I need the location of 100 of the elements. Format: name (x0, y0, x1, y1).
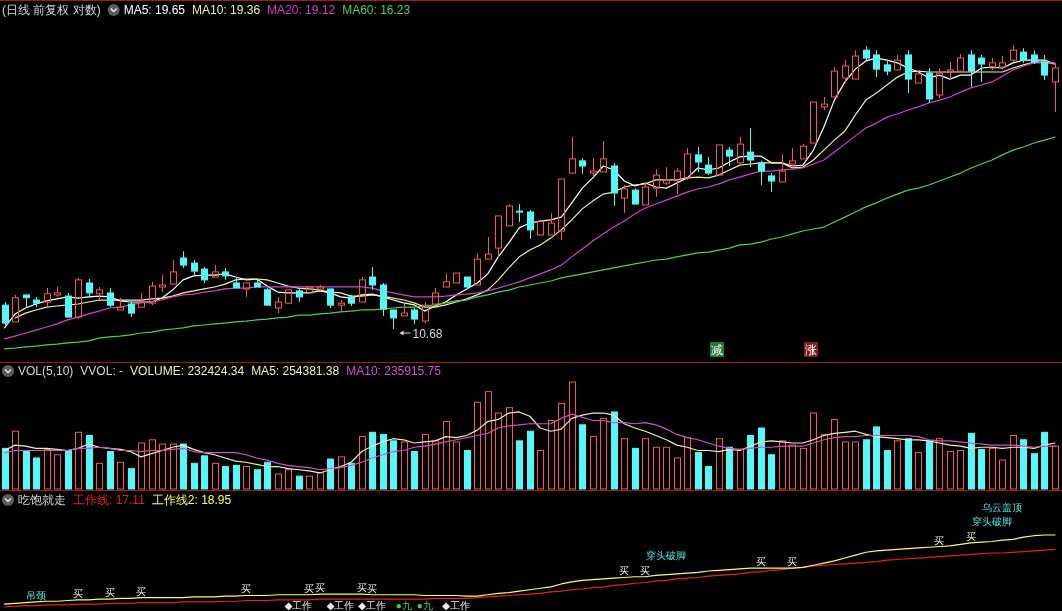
chart-title: VOL(5,10) (18, 364, 74, 378)
bar (485, 391, 492, 490)
chart-title: (日线 前复权 对数) (2, 3, 101, 17)
candlestick (170, 259, 177, 285)
bar (296, 475, 303, 490)
bar (128, 468, 135, 490)
bar (1041, 431, 1048, 490)
text: 乌云盖顶 (982, 502, 1023, 514)
bar (548, 420, 555, 490)
candlestick (810, 101, 817, 144)
text: MA5: 254381.38 (251, 364, 340, 378)
candlestick (537, 220, 544, 236)
bar (705, 466, 712, 490)
bar (569, 381, 576, 490)
bar (758, 427, 765, 490)
bar (191, 462, 198, 490)
text: MA10: 235915.75 (346, 364, 442, 378)
bar (527, 430, 534, 490)
bar (642, 438, 649, 490)
bar (254, 469, 261, 490)
bar (44, 448, 51, 490)
annotation: 买 (619, 565, 630, 577)
annotation: ◆工作 (284, 600, 313, 611)
bar (684, 437, 691, 490)
bar (327, 458, 334, 490)
bar (852, 441, 859, 490)
bar (810, 412, 817, 490)
bar (747, 435, 754, 490)
bar (926, 440, 933, 490)
bar (726, 446, 733, 490)
bar (653, 446, 660, 490)
bar (159, 443, 166, 490)
bar (243, 466, 250, 490)
candlestick (569, 136, 576, 174)
bar (915, 452, 922, 490)
bar (401, 441, 408, 490)
bar (65, 449, 72, 490)
bar (506, 407, 513, 490)
bar (359, 436, 366, 490)
annotation: ◆工作 (326, 600, 355, 611)
annotation: ◆工作 (442, 600, 471, 611)
candlestick (306, 286, 313, 294)
candlestick (716, 144, 723, 176)
candlestick (779, 153, 786, 183)
bar (590, 436, 597, 490)
candlestick (485, 236, 492, 260)
annotation: 买 (965, 530, 976, 542)
bar (233, 464, 240, 490)
text: MA5: 19.65 (123, 3, 186, 17)
bar (12, 430, 19, 490)
bar (716, 438, 723, 490)
bar (558, 402, 565, 490)
candlestick (453, 272, 460, 284)
bar (170, 443, 177, 490)
bar (54, 454, 61, 490)
annotation: 买 (356, 582, 367, 594)
annotation: 买 (755, 556, 766, 568)
candlestick (600, 140, 607, 173)
bar (947, 451, 954, 490)
chart-title: 吃饱就走 (18, 493, 66, 507)
text: 工作线: 17.11 (73, 493, 146, 507)
annotation: 买 (104, 587, 115, 599)
bar (432, 440, 439, 490)
bar (138, 442, 145, 490)
annotation: 买 (241, 583, 252, 595)
candlestick (548, 212, 555, 236)
candlestick (401, 302, 408, 317)
bar (306, 475, 313, 490)
bar (212, 462, 219, 490)
bar (768, 454, 775, 490)
bar (579, 424, 586, 490)
bar (2, 447, 9, 490)
bar (789, 444, 796, 490)
text: MA20: 19.12 (267, 3, 336, 17)
bar (180, 443, 187, 490)
bar (1020, 439, 1027, 490)
bar (936, 438, 943, 490)
candlestick (23, 294, 30, 308)
text: VOLUME: 232424.34 (130, 364, 245, 378)
bar (338, 456, 345, 490)
text: 工作线2: 18.95 (151, 493, 232, 507)
bar (611, 411, 618, 490)
bar (1010, 435, 1017, 490)
bar (842, 441, 849, 490)
bar (674, 457, 681, 490)
bar (23, 449, 30, 490)
annotation: 买 (787, 556, 798, 568)
annotation: 买 (934, 534, 945, 546)
bar (201, 455, 208, 490)
bar (989, 447, 996, 490)
candlestick (390, 309, 397, 330)
annotation: ◆工作 (358, 600, 387, 611)
bar (411, 451, 418, 490)
annotation: 买 (314, 582, 325, 594)
bar (863, 439, 870, 490)
bar (422, 433, 429, 490)
bar (75, 431, 82, 490)
bar (107, 451, 114, 490)
bar (821, 433, 828, 490)
bar (600, 417, 607, 490)
